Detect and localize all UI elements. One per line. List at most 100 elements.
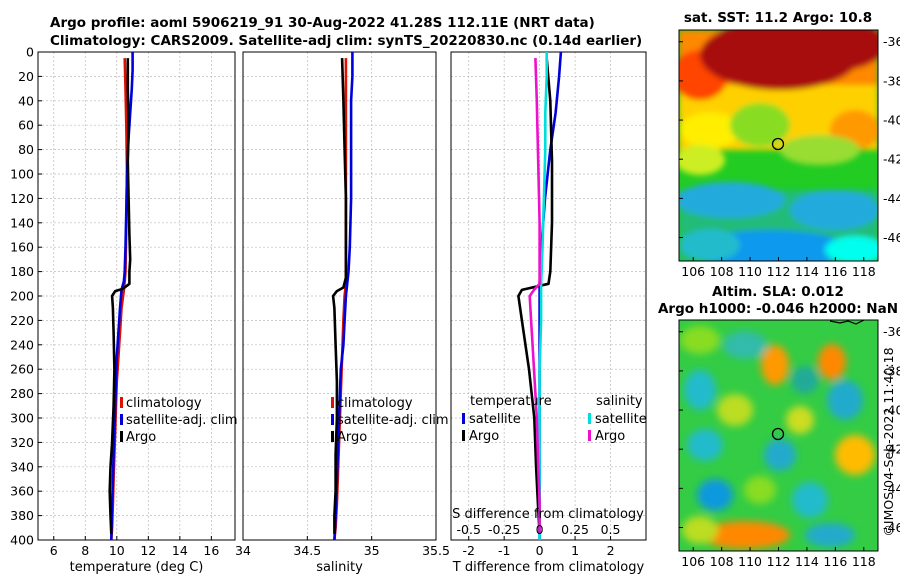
difference-legend-label-s: Argo: [595, 429, 625, 444]
temperature-ytick-label: 0: [26, 45, 34, 60]
difference-legend-swatch-t: [462, 413, 465, 424]
sst-map-ytick-label: -46: [883, 230, 900, 245]
sla-map-xtick-label: 118: [852, 554, 876, 569]
sla-map-xtick-label: 110: [738, 554, 762, 569]
temperature-ytick-label: 340: [10, 459, 34, 474]
sla-map-xtick-label: 108: [710, 554, 734, 569]
difference-top-label: S difference from climatology: [452, 507, 644, 522]
difference-xtick-label: 2: [607, 543, 615, 558]
temperature-grid: [38, 51, 235, 541]
salinity-legend-swatch: [331, 414, 334, 425]
salinity-xtick-label: 35: [364, 543, 380, 558]
sla-map-title-2: Argo h1000: -0.046 h2000: NaN: [658, 301, 898, 317]
sst-map-title: sat. SST: 11.2 Argo: 10.8: [684, 10, 872, 26]
temperature-ytick-label: 40: [18, 93, 34, 108]
sla-map-ytick-label: -36: [883, 324, 900, 339]
difference-s-tick-label: 0.5: [601, 522, 621, 537]
difference-legend-label-s: satellite: [595, 412, 647, 427]
temperature-ytick-label: 160: [10, 240, 34, 255]
sla-map-xtick-label: 114: [795, 554, 819, 569]
sst-map-ytick-label: -44: [883, 191, 900, 206]
temperature-legend-label: climatology: [126, 396, 202, 411]
difference-series-argo-temperature: [517, 57, 554, 534]
temperature-xtick-label: 16: [203, 543, 219, 558]
sla-map-ytick-label: -44: [883, 481, 900, 496]
difference-panel: -2 -1 0 1 2 T difference from climatology S di…: [450, 51, 647, 575]
sla-map-ytick-label: -42: [883, 442, 900, 457]
sst-map-ytick-label: -42: [883, 152, 900, 167]
temperature-xtick-label: 8: [81, 543, 89, 558]
salinity-panel: 34 34.5 35 35.5 salinity climatology satellite…: [235, 51, 450, 575]
difference-legend-label-t: Argo: [469, 429, 499, 444]
temperature-ytick-label: 260: [10, 362, 34, 377]
sst-argo-marker: [771, 137, 785, 151]
difference-frame: [450, 51, 647, 541]
sst-map-xtick-label: 108: [710, 264, 734, 279]
temperature-legend-swatch: [120, 431, 123, 442]
temperature-ytick-label: 240: [10, 337, 34, 352]
sst-heatmap: [679, 30, 878, 261]
temperature-ytick-label: 60: [18, 118, 34, 133]
temperature-ytick-label: 140: [10, 215, 34, 230]
sla-map-ytick-label: -38: [883, 363, 900, 378]
difference-series-satellite-salinity: [538, 52, 549, 540]
difference-legend-swatch-s: [588, 413, 591, 424]
salinity-legend-label: Argo: [337, 430, 367, 445]
difference-grid: [451, 51, 646, 541]
temperature-ytick-label: 380: [10, 508, 34, 523]
difference-xlabel: T difference from climatology: [452, 560, 645, 575]
temperature-legend-label: Argo: [126, 430, 156, 445]
sla-map-xtick-label: 116: [823, 554, 847, 569]
difference-legend-heading-t: temperature: [470, 394, 552, 409]
difference-legend-label-t: satellite: [469, 412, 521, 427]
difference-legend-swatch-t: [462, 430, 465, 441]
temperature-panel: 6 8 10 12 14 16 temperature (deg C) 0 20 40 60 80 10…: [10, 45, 237, 576]
temperature-legend-swatch: [120, 414, 123, 425]
salinity-legend-swatch: [331, 431, 334, 442]
sla-map-xtick-label: 106: [681, 554, 705, 569]
temperature-series-argo: [108, 58, 132, 534]
temperature-ytick-label: 300: [10, 411, 34, 426]
sla-map-xtick-label: 112: [767, 554, 791, 569]
title-line-2: Climatology: CARS2009. Satellite-adj cli…: [50, 33, 642, 49]
sst-map-xtick-label: 114: [795, 264, 819, 279]
temperature-ytick-label: 20: [18, 69, 34, 84]
sst-map-ytick-label: -36: [883, 34, 900, 49]
salinity-series-satellite-adj-clim: [333, 52, 354, 541]
temperature-ytick-label: 80: [18, 142, 34, 157]
sla-argo-marker: [771, 427, 785, 441]
difference-s-tick-label: 0: [536, 522, 544, 537]
temperature-ytick-label: 320: [10, 435, 34, 450]
temperature-xtick-label: 12: [140, 543, 156, 558]
sla-map-title-1: Altim. SLA: 0.012: [712, 284, 844, 300]
salinity-frame: [242, 51, 437, 541]
temperature-ytick-label: 180: [10, 264, 34, 279]
sst-map: sat. SST: 11.2 Argo: 10.8: [678, 10, 900, 279]
temperature-ytick-label: 360: [10, 484, 34, 499]
salinity-xlabel: salinity: [316, 560, 363, 575]
temperature-legend-swatch: [120, 397, 123, 408]
difference-xtick-label: -2: [462, 543, 474, 558]
salinity-legend-label: climatology: [337, 396, 413, 411]
temperature-xlabel: temperature (deg C): [70, 560, 204, 575]
title-line-1: Argo profile: aoml 5906219_91 30-Aug-202…: [50, 15, 595, 31]
salinity-xtick-label: 35.5: [422, 543, 450, 558]
temperature-ytick-label: 200: [10, 289, 34, 304]
difference-xtick-label: -1: [498, 543, 510, 558]
sla-map: Altim. SLA: 0.012 Argo h1000: -0.046 h20…: [658, 284, 900, 569]
sst-map-xtick-label: 112: [767, 264, 791, 279]
temperature-xtick-label: 6: [50, 543, 58, 558]
difference-s-tick-label: -0.25: [488, 522, 520, 537]
salinity-series-argo: [331, 58, 348, 534]
salinity-xtick-label: 34: [235, 543, 251, 558]
temperature-ytick-label: 220: [10, 313, 34, 328]
difference-series-argo-salinity: [528, 58, 541, 534]
difference-xtick-label: 1: [571, 543, 579, 558]
temperature-ytick-label: 100: [10, 167, 34, 182]
salinity-xtick-label: 34.5: [293, 543, 321, 558]
difference-xtick-label: 0: [536, 543, 544, 558]
temperature-ytick-label: 280: [10, 386, 34, 401]
imos-watermark: ©IMOS 04-Sep-2022 11:40:18: [881, 347, 896, 536]
difference-legend-swatch-s: [588, 430, 591, 441]
